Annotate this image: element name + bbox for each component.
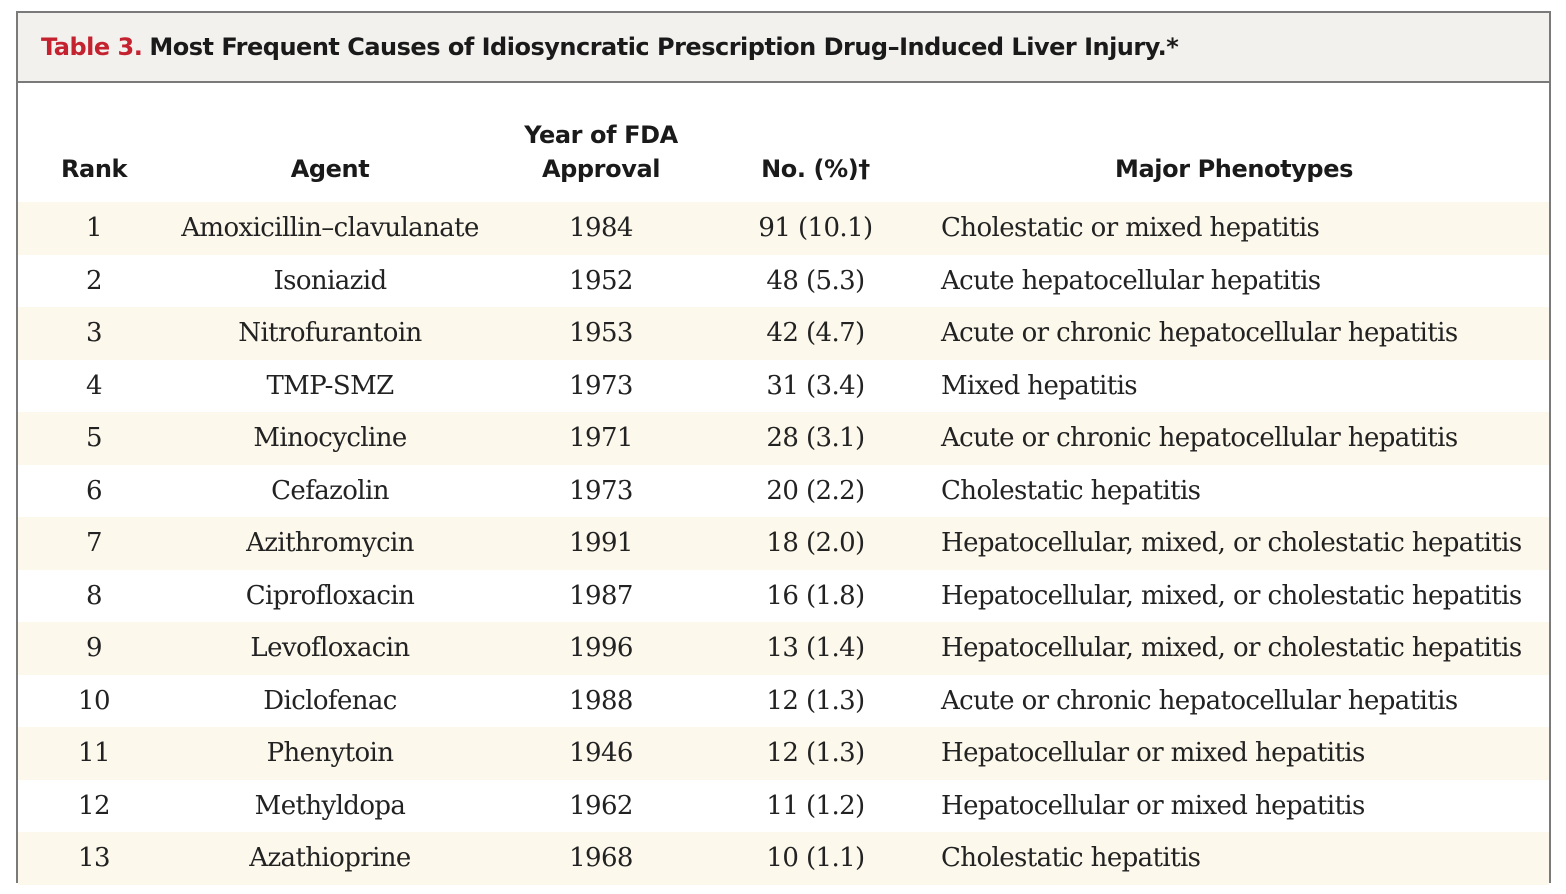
cell-year: 1971 — [490, 412, 712, 465]
cell-agent: Amoxicillin–clavulanate — [170, 202, 490, 255]
cell-number-percent: 12 (1.3) — [766, 685, 865, 716]
cell-rank: 7 — [18, 517, 170, 570]
cell-number-percent: 42 (4.7) — [712, 307, 919, 360]
cell-year: 1991 — [490, 517, 712, 570]
table-row: 11 Phenytoin 1946 12 (1.3) Hepatocellular or… — [18, 727, 1549, 780]
header-agent: Agent — [290, 155, 370, 183]
cell-year: 1987 — [569, 580, 633, 611]
cell-agent: Ciprofloxacin — [245, 580, 415, 611]
cell-phenotype: Acute or chronic hepatocellular hepatiti… — [919, 307, 1549, 360]
table-row: 8 Ciprofloxacin 1987 16 (1.8) Hepatocellular… — [18, 570, 1549, 623]
cell-number-percent: 18 (2.0) — [712, 517, 919, 570]
cell-agent: Azathioprine — [170, 832, 490, 885]
cell-rank: 3 — [18, 307, 170, 360]
cell-phenotype: Acute or chronic hepatocellular hepatiti… — [941, 685, 1458, 716]
table-row: 1 Amoxicillin–clavulanate 1984 91 (10.1) Cho… — [18, 202, 1549, 255]
cell-agent: Nitrofurantoin — [170, 307, 490, 360]
cell-rank: 2 — [86, 265, 103, 296]
cell-number-percent: 48 (5.3) — [766, 265, 865, 296]
cell-year: 1988 — [569, 685, 633, 716]
cell-rank: 5 — [18, 412, 170, 465]
table-body: 1 Amoxicillin–clavulanate 1984 91 (10.1) Cho… — [18, 202, 1549, 885]
table-title-bar: Table 3. Most Frequent Causes of Idiosyn… — [18, 13, 1549, 83]
cell-number-percent: 10 (1.1) — [712, 832, 919, 885]
cell-agent: Cefazolin — [271, 475, 389, 506]
table-row: 9 Levofloxacin 1996 13 (1.4) Hepatocellular,… — [18, 622, 1549, 675]
cell-phenotype: Cholestatic or mixed hepatitis — [919, 202, 1549, 255]
cell-rank: 9 — [18, 622, 170, 675]
cell-rank: 13 — [18, 832, 170, 885]
header-year-line2: Approval — [541, 155, 661, 183]
cell-number-percent: 20 (2.2) — [766, 475, 865, 506]
cell-number-percent: 28 (3.1) — [712, 412, 919, 465]
table-row: 4 TMP-SMZ 1973 31 (3.4) Mixed hepatitis — [18, 360, 1549, 413]
cell-agent: Isoniazid — [273, 265, 387, 296]
cell-rank: 10 — [78, 685, 110, 716]
cell-rank: 8 — [86, 580, 103, 611]
header-year: Year of FDA Approval — [490, 93, 712, 202]
header-phenotypes: Major Phenotypes — [1115, 155, 1353, 183]
table-header: Rank Agent Year of FDA Approval No. (%)†… — [18, 93, 1549, 202]
cell-rank: 1 — [18, 202, 170, 255]
cell-year: 1952 — [569, 265, 633, 296]
cell-agent: Azithromycin — [170, 517, 490, 570]
cell-year: 1946 — [490, 727, 712, 780]
table-row: 5 Minocycline 1971 28 (3.1) Acute or chronic… — [18, 412, 1549, 465]
table-row: 12 Methyldopa 1962 11 (1.2) Hepatocellular o… — [18, 780, 1549, 833]
table-title: Most Frequent Causes of Idiosyncratic Pr… — [149, 33, 1179, 61]
cell-number-percent: 12 (1.3) — [712, 727, 919, 780]
cell-phenotype: Hepatocellular, mixed, or cholestatic he… — [919, 622, 1549, 675]
header-number-percent: No. (%)† — [761, 155, 870, 183]
cell-year: 1973 — [569, 370, 633, 401]
table-row: 13 Azathioprine 1968 10 (1.1) Cholestatic he… — [18, 832, 1549, 885]
cell-year: 1984 — [490, 202, 712, 255]
header-year-line1: Year of FDA — [524, 121, 678, 149]
cell-rank: 11 — [18, 727, 170, 780]
cell-phenotype: Hepatocellular, mixed, or cholestatic he… — [941, 580, 1522, 611]
cell-phenotype: Hepatocellular or mixed hepatitis — [941, 790, 1365, 821]
cell-year: 1968 — [490, 832, 712, 885]
cell-phenotype: Cholestatic hepatitis — [941, 475, 1201, 506]
cell-year: 1953 — [490, 307, 712, 360]
header-rank: Rank — [60, 155, 128, 183]
cell-agent: TMP-SMZ — [266, 370, 394, 401]
cell-phenotype: Mixed hepatitis — [941, 370, 1138, 401]
table-frame: Table 3. Most Frequent Causes of Idiosyn… — [16, 11, 1551, 885]
cell-agent: Phenytoin — [170, 727, 490, 780]
cell-agent: Minocycline — [170, 412, 490, 465]
cell-agent: Diclofenac — [263, 685, 397, 716]
header-row: Rank Agent Year of FDA Approval No. (%)†… — [18, 93, 1549, 202]
table-label: Table 3. — [41, 33, 143, 61]
table-row: 6 Cefazolin 1973 20 (2.2) Cholestatic hepati… — [18, 465, 1549, 518]
cell-number-percent: 16 (1.8) — [766, 580, 865, 611]
cell-number-percent: 91 (10.1) — [712, 202, 919, 255]
cell-rank: 12 — [78, 790, 110, 821]
cell-phenotype: Hepatocellular, mixed, or cholestatic he… — [919, 517, 1549, 570]
drug-injury-table: Rank Agent Year of FDA Approval No. (%)†… — [18, 93, 1549, 885]
table-row: 3 Nitrofurantoin 1953 42 (4.7) Acute or chro… — [18, 307, 1549, 360]
cell-phenotype: Acute or chronic hepatocellular hepatiti… — [919, 412, 1549, 465]
cell-year: 1973 — [569, 475, 633, 506]
cell-number-percent: 11 (1.2) — [766, 790, 865, 821]
cell-number-percent: 31 (3.4) — [766, 370, 865, 401]
cell-agent: Levofloxacin — [170, 622, 490, 675]
cell-rank: 4 — [86, 370, 103, 401]
cell-number-percent: 13 (1.4) — [712, 622, 919, 675]
table-row: 2 Isoniazid 1952 48 (5.3) Acute hepatocellul… — [18, 255, 1549, 308]
table-row: 7 Azithromycin 1991 18 (2.0) Hepatocellular,… — [18, 517, 1549, 570]
cell-phenotype: Acute hepatocellular hepatitis — [941, 265, 1321, 296]
cell-agent: Methyldopa — [254, 790, 406, 821]
cell-rank: 6 — [86, 475, 103, 506]
cell-phenotype: Cholestatic hepatitis — [919, 832, 1549, 885]
cell-phenotype: Hepatocellular or mixed hepatitis — [919, 727, 1549, 780]
table-row: 10 Diclofenac 1988 12 (1.3) Acute or chronic… — [18, 675, 1549, 728]
cell-year: 1996 — [490, 622, 712, 675]
cell-year: 1962 — [569, 790, 633, 821]
